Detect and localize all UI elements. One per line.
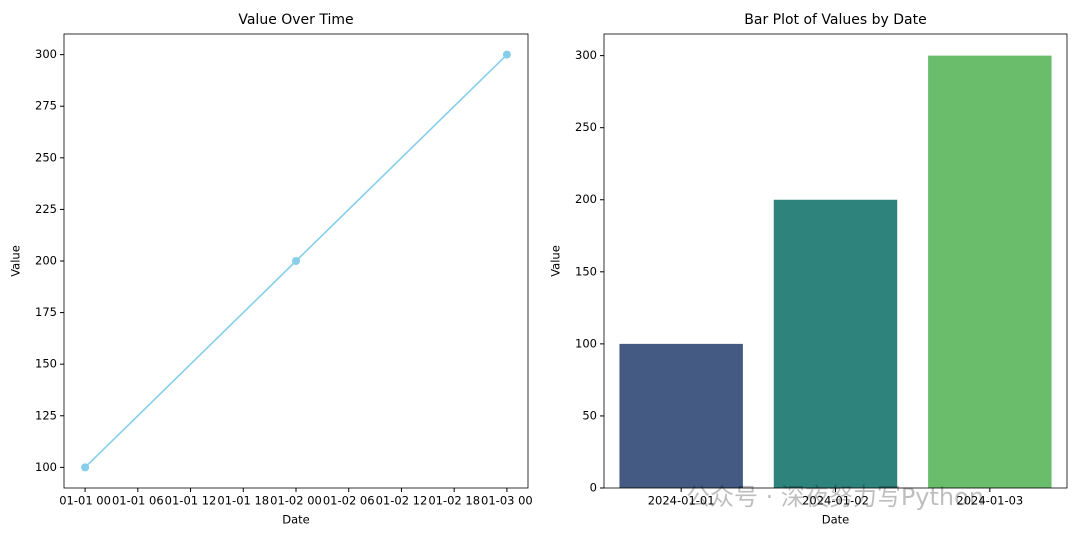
watermark: 公众号 · 深夜努力写Python [686, 483, 984, 511]
y-tick-label: 200 [35, 254, 57, 268]
x-tick-label: 01-01 00 [59, 494, 111, 508]
x-tick-label: 01-02 12 [376, 494, 428, 508]
x-tick-label: 2024-01-01 [648, 494, 715, 508]
x-tick-label: 01-01 18 [217, 494, 269, 508]
x-tick-label: 01-02 00 [270, 494, 322, 508]
x-tick-label: 01-02 18 [428, 494, 480, 508]
chart: Bar Plot of Values by Date Date Value 0 50 10… [549, 12, 1068, 527]
x-tick-label: 2024-01-03 [956, 494, 1023, 508]
x-tick-label: 01-01 12 [165, 494, 217, 508]
bar [619, 343, 743, 488]
y-axis-label: Value [9, 245, 23, 277]
y-tick-label: 250 [575, 120, 597, 134]
x-axis-label: Date [822, 513, 850, 527]
y-axis-label: Value [549, 245, 563, 277]
y-tick-label: 50 [582, 408, 597, 422]
x-axis-label: Date [282, 513, 310, 527]
y-tick-label: 300 [35, 47, 57, 61]
y-tick-label: 100 [575, 336, 597, 350]
point [81, 463, 90, 472]
chart: Value Over Time Date Value 100 125 150 175 200 2… [9, 12, 533, 527]
y-tick-label: 125 [35, 408, 57, 422]
y-tick-label: 250 [35, 150, 57, 164]
axes-frame [603, 33, 1068, 489]
bar [928, 55, 1052, 488]
point [292, 257, 300, 265]
chart-title: Bar Plot of Values by Date [744, 12, 926, 28]
x-tick-label: 01-01 06 [112, 494, 164, 508]
chart-title: Value Over Time [238, 12, 353, 28]
axes-frame [63, 33, 529, 489]
bar [773, 199, 898, 488]
y-tick-label: 0 [590, 481, 597, 495]
x-tick-label: 2024-01-02 [802, 494, 869, 508]
y-tick-label: 275 [35, 99, 57, 113]
y-tick-label: 150 [575, 264, 597, 278]
point [502, 50, 511, 59]
x-tick-label: 01-02 06 [323, 494, 375, 508]
y-tick-label: 175 [35, 305, 57, 319]
x-tick-label: 01-03 00 [481, 494, 533, 508]
y-tick-label: 225 [35, 202, 57, 216]
y-tick-label: 200 [575, 192, 597, 206]
y-tick-label: 100 [35, 460, 57, 474]
y-tick-label: 150 [35, 357, 57, 371]
y-tick-label: 300 [575, 48, 597, 62]
